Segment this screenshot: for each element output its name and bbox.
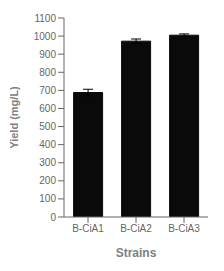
svg-text:1100: 1100 (34, 13, 56, 24)
svg-text:400: 400 (39, 139, 56, 150)
svg-text:100: 100 (39, 193, 56, 204)
svg-text:500: 500 (39, 121, 56, 132)
svg-text:700: 700 (39, 85, 56, 96)
svg-text:Yield (mg/L): Yield (mg/L) (8, 86, 20, 149)
svg-text:300: 300 (39, 157, 56, 168)
svg-text:1000: 1000 (34, 31, 57, 42)
svg-text:800: 800 (39, 67, 56, 78)
svg-text:B-CiA2: B-CiA2 (120, 223, 152, 234)
svg-text:600: 600 (39, 103, 56, 114)
svg-text:900: 900 (39, 49, 56, 60)
svg-text:B-CiA3: B-CiA3 (168, 223, 200, 234)
svg-text:B-CiA1: B-CiA1 (72, 223, 104, 234)
svg-text:Strains: Strains (116, 246, 157, 260)
svg-text:200: 200 (39, 175, 56, 186)
svg-text:0: 0 (50, 212, 56, 223)
